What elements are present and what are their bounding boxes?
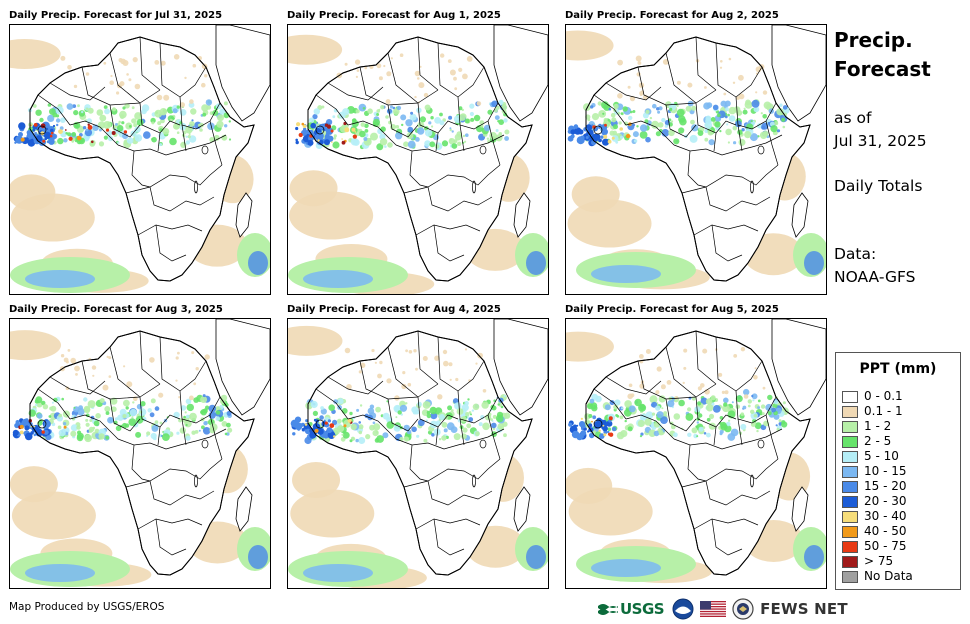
precip-map xyxy=(9,24,271,295)
precip-map xyxy=(565,318,827,589)
panel-title: Daily Precip. Forecast for Jul 31, 2025 xyxy=(9,10,223,21)
africa-map-svg xyxy=(10,25,270,293)
side-title-line2: Forecast xyxy=(834,57,931,81)
legend-item: 30 - 40 xyxy=(842,509,907,524)
legend-swatch xyxy=(842,540,858,553)
legend-swatch xyxy=(842,450,858,463)
noaa-logo-icon xyxy=(672,598,694,620)
legend-label: 2 - 5 xyxy=(864,434,892,448)
legend-label: 0.1 - 1 xyxy=(864,404,903,418)
legend-label: 30 - 40 xyxy=(864,509,907,523)
legend-swatch xyxy=(842,405,858,418)
legend-title: PPT (mm) xyxy=(859,361,937,377)
legend-label: 0 - 0.1 xyxy=(864,389,903,403)
legend-swatch xyxy=(842,495,858,508)
legend-label: 20 - 30 xyxy=(864,494,907,508)
usaid-seal-icon xyxy=(732,598,754,620)
us-flag-icon xyxy=(700,601,727,617)
usgs-text: USGS xyxy=(620,600,665,618)
legend-swatch xyxy=(842,510,858,523)
usgs-wave-icon xyxy=(598,604,618,615)
legend-item: > 75 xyxy=(842,554,893,569)
precip-map xyxy=(9,318,271,589)
usgs-logo: USGS xyxy=(598,600,665,618)
africa-map-svg xyxy=(566,319,826,584)
panel-title: Daily Precip. Forecast for Aug 1, 2025 xyxy=(287,10,501,21)
panel-title: Daily Precip. Forecast for Aug 2, 2025 xyxy=(565,10,779,21)
legend-label: No Data xyxy=(864,569,913,583)
legend-label: 10 - 15 xyxy=(864,464,907,478)
legend-swatch xyxy=(842,480,858,493)
legend-item: 0 - 0.1 xyxy=(842,389,903,404)
side-title-line1: Precip. xyxy=(834,28,913,52)
legend-item: 0.1 - 1 xyxy=(842,404,903,419)
precip-map xyxy=(287,318,549,589)
as-of-date: Jul 31, 2025 xyxy=(834,132,927,150)
legend-swatch xyxy=(842,555,858,568)
legend-label: 40 - 50 xyxy=(864,524,907,538)
map-credit: Map Produced by USGS/EROS xyxy=(9,601,165,613)
legend-swatch xyxy=(842,420,858,433)
precip-map xyxy=(287,24,549,295)
africa-map-svg xyxy=(10,319,270,587)
legend-item: 2 - 5 xyxy=(842,434,891,449)
legend-swatch xyxy=(842,390,858,403)
africa-map-svg xyxy=(566,25,826,290)
panel-title: Daily Precip. Forecast for Aug 4, 2025 xyxy=(287,304,501,315)
precip-map xyxy=(565,24,827,295)
as-of-label: as of xyxy=(834,109,872,127)
legend-item: 50 - 75 xyxy=(842,539,907,554)
africa-map-svg xyxy=(288,25,548,294)
panel-title: Daily Precip. Forecast for Aug 3, 2025 xyxy=(9,304,223,315)
data-source-block: Data: NOAA-GFS xyxy=(834,243,915,289)
panel-title: Daily Precip. Forecast for Aug 5, 2025 xyxy=(565,304,779,315)
legend-swatch xyxy=(842,525,858,538)
logo-bar: USGS FEWS NET xyxy=(598,597,848,621)
side-title: Precip. Forecast xyxy=(834,26,964,84)
legend-item: 10 - 15 xyxy=(842,464,907,479)
legend-item: 1 - 2 xyxy=(842,419,891,434)
legend-item: 15 - 20 xyxy=(842,479,907,494)
legend-label: > 75 xyxy=(864,554,894,568)
legend-swatch xyxy=(842,465,858,478)
legend-item: 40 - 50 xyxy=(842,524,907,539)
legend-item: 20 - 30 xyxy=(842,494,907,509)
africa-map-svg xyxy=(288,319,548,588)
legend-label: 1 - 2 xyxy=(864,419,892,433)
fews-net-logo: FEWS NET xyxy=(760,600,848,618)
data-source-label: Data: xyxy=(834,245,877,263)
legend-item: 5 - 10 xyxy=(842,449,899,464)
legend-swatch xyxy=(842,570,858,583)
legend-swatch xyxy=(842,435,858,448)
legend-item: No Data xyxy=(842,569,913,584)
data-source-value: NOAA-GFS xyxy=(834,268,916,286)
daily-totals-label: Daily Totals xyxy=(834,177,923,195)
legend-label: 15 - 20 xyxy=(864,479,907,493)
legend-label: 5 - 10 xyxy=(864,449,899,463)
legend-label: 50 - 75 xyxy=(864,539,907,553)
as-of-block: as of Jul 31, 2025 xyxy=(834,107,927,153)
